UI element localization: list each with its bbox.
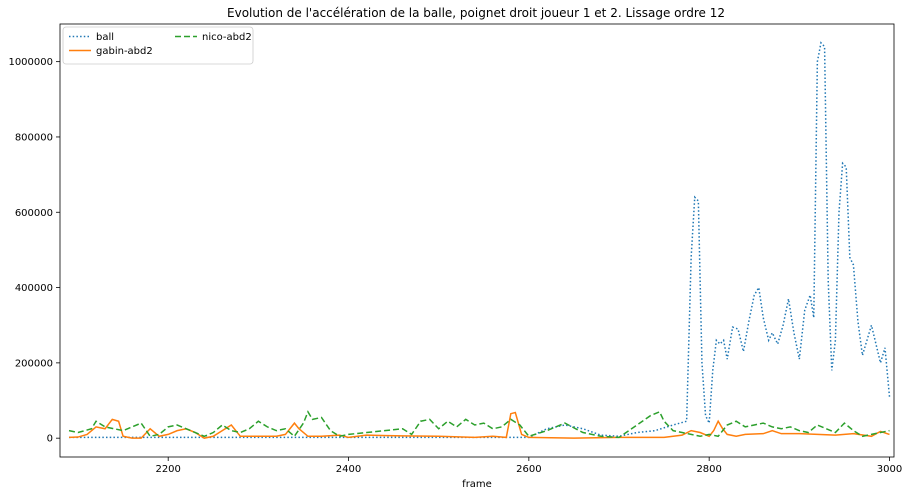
series-layer bbox=[68, 41, 891, 439]
y-axis: 0 200000 400000 600000 800000 1000000 bbox=[8, 57, 60, 445]
y-tick-label: 200000 bbox=[15, 358, 53, 369]
x-tick-label: 2400 bbox=[336, 464, 361, 475]
x-tick-label: 3000 bbox=[877, 464, 902, 475]
y-tick-label: 1000000 bbox=[8, 57, 53, 68]
legend: ball gabin-abd2 nico-abd2 bbox=[62, 26, 254, 65]
y-tick-label: 400000 bbox=[15, 283, 53, 294]
legend-label: gabin-abd2 bbox=[96, 46, 153, 57]
series-line-gabin-abd2 bbox=[68, 411, 890, 439]
x-tick-label: 2800 bbox=[696, 464, 721, 475]
chart-title: Evolution de l'accélération de la balle,… bbox=[227, 6, 725, 20]
x-tick-label: 2600 bbox=[516, 464, 541, 475]
y-tick-label: 0 bbox=[47, 434, 53, 445]
legend-box bbox=[62, 26, 254, 65]
legend-label: ball bbox=[96, 32, 114, 43]
x-tick-label: 2200 bbox=[155, 464, 180, 475]
y-tick-label: 800000 bbox=[15, 132, 53, 143]
legend-label: nico-abd2 bbox=[202, 32, 252, 43]
x-axis-label: frame bbox=[462, 479, 492, 490]
plot-frame bbox=[59, 23, 895, 458]
x-axis: 2200 2400 2600 2800 3000 bbox=[155, 457, 902, 475]
y-tick-label: 600000 bbox=[15, 208, 53, 219]
series-line-nico-abd2 bbox=[68, 410, 890, 439]
